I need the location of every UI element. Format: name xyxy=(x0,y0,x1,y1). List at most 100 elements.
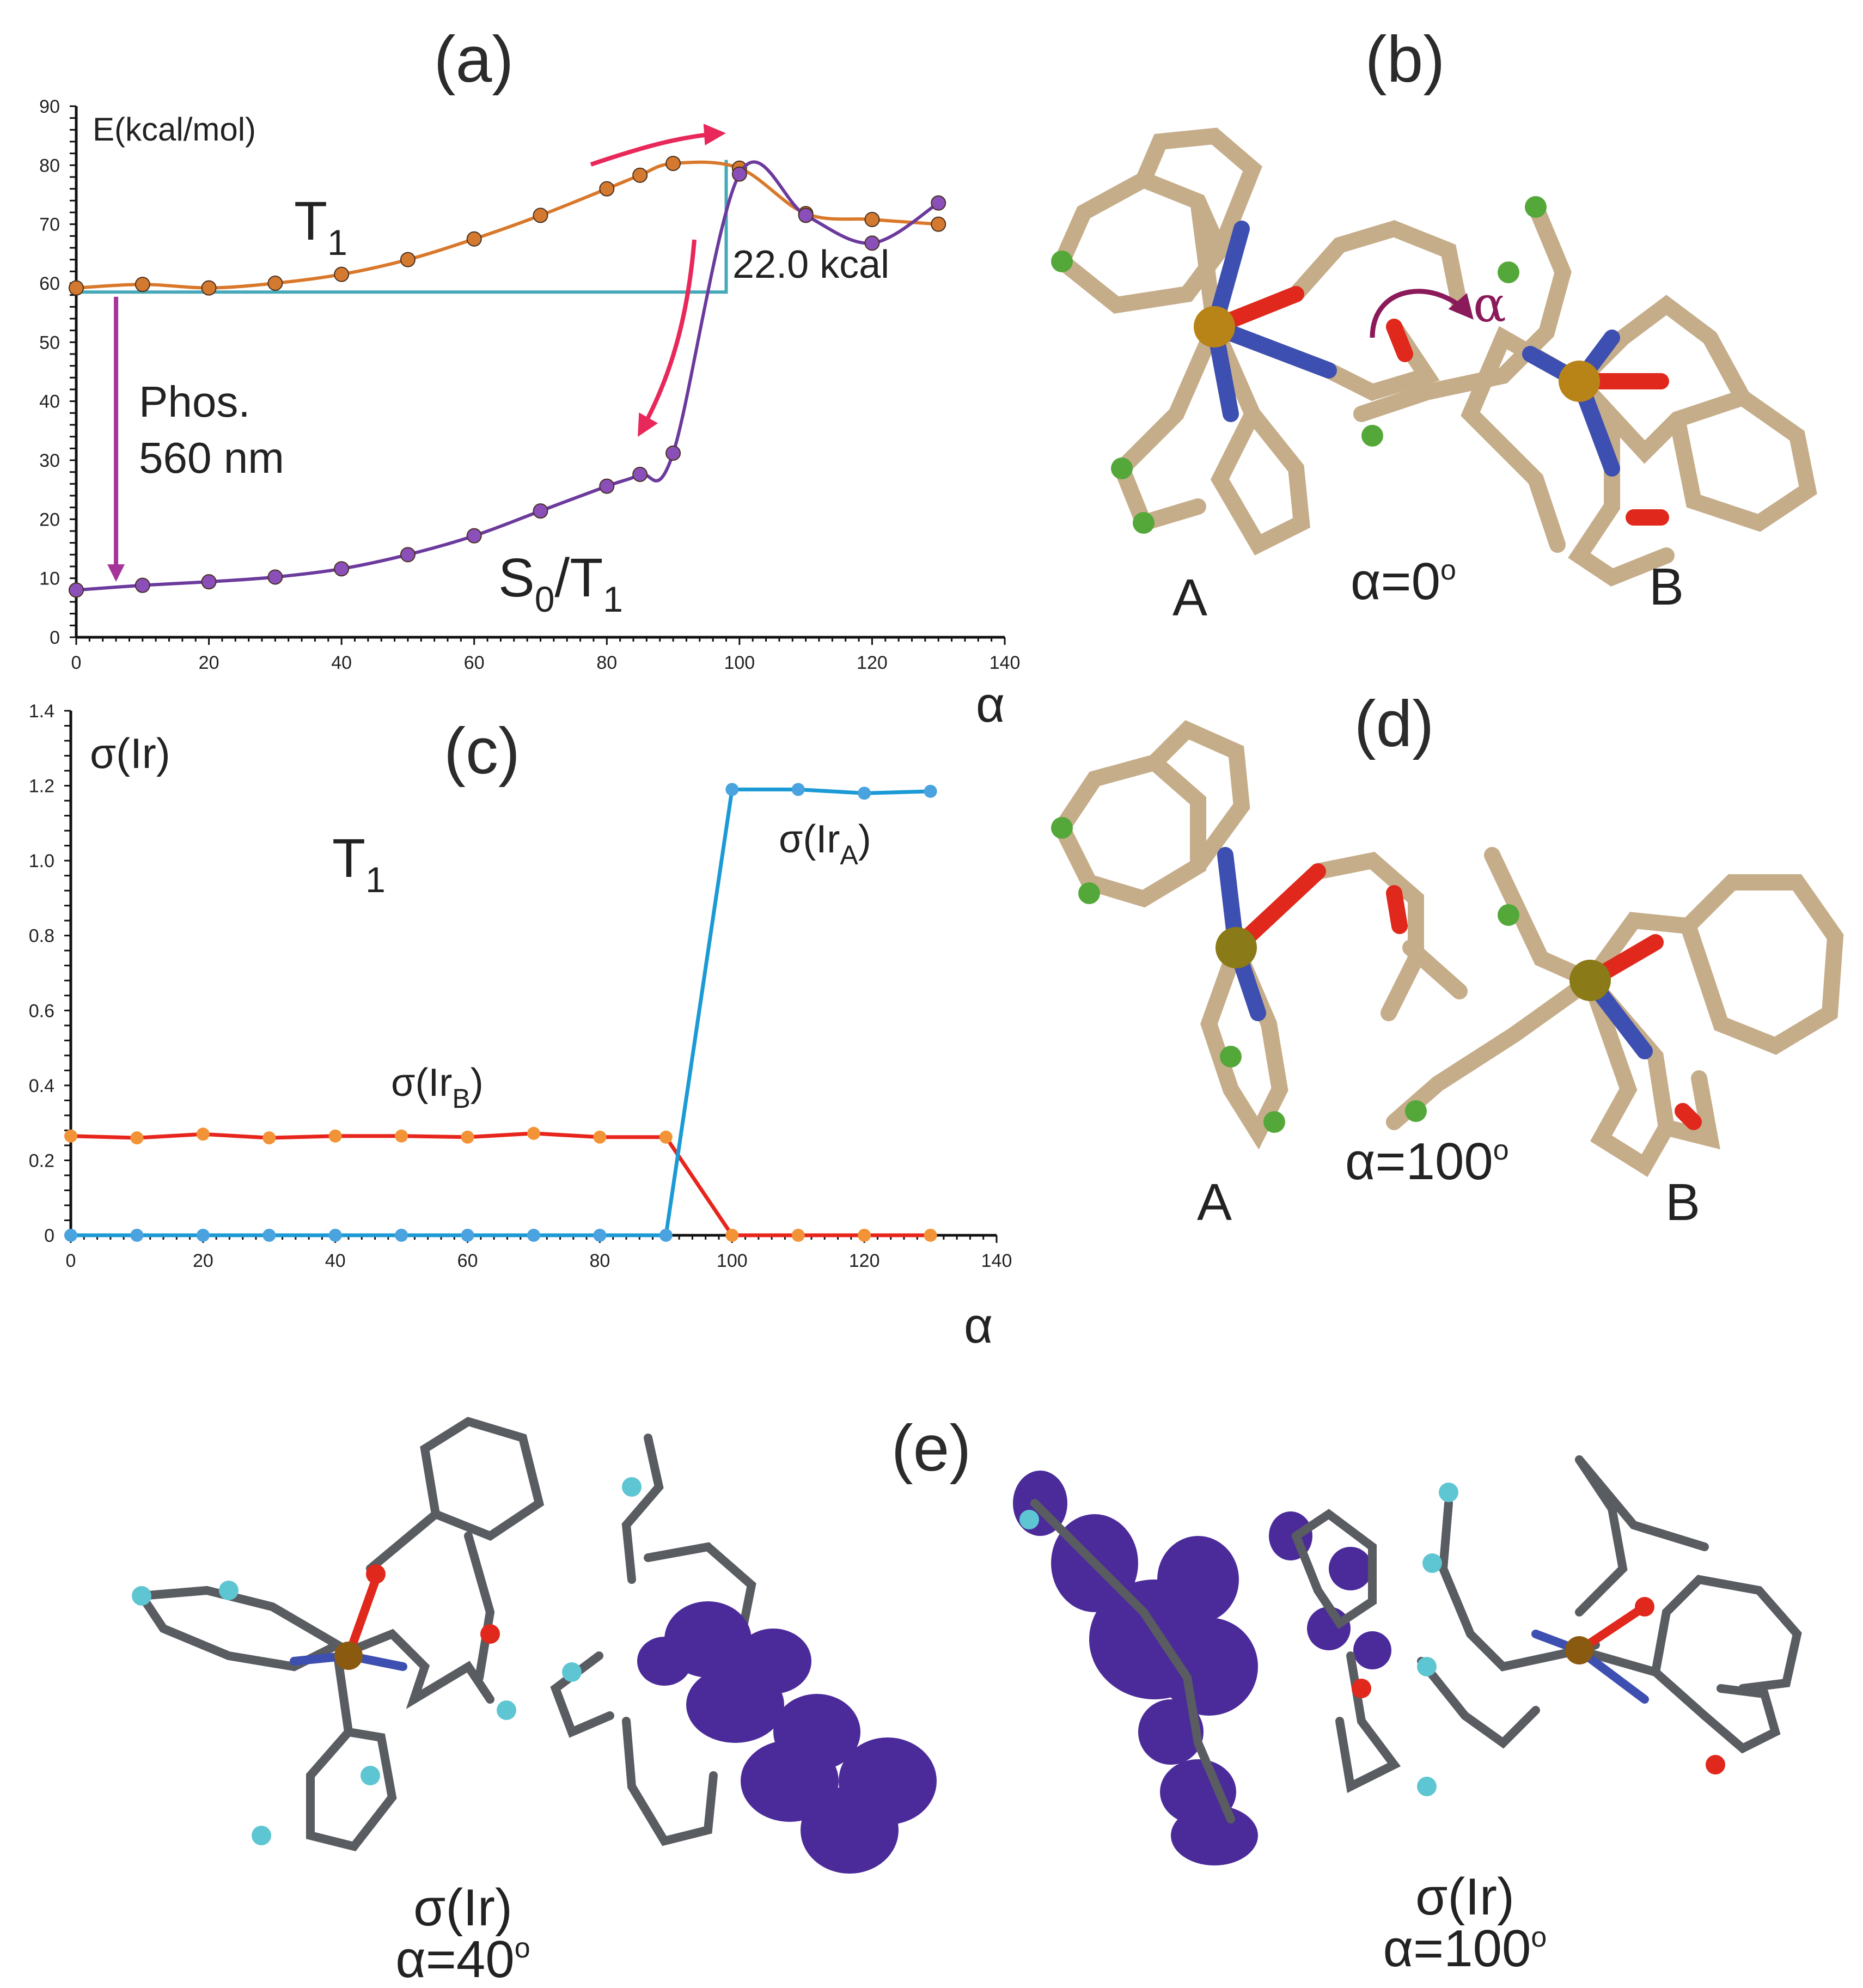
t1-series-line xyxy=(76,160,939,290)
ir-b-point xyxy=(64,1129,77,1143)
energy-y-tick-label: 70 xyxy=(39,215,60,235)
energy-x-tick-label: 0 xyxy=(71,652,82,673)
ir-b-point xyxy=(725,1229,739,1242)
ir-a-point xyxy=(924,784,937,798)
spin-x-tick-label: 120 xyxy=(849,1251,880,1271)
energy-y-tick-label: 80 xyxy=(39,155,60,176)
energy-x-tick-label: 20 xyxy=(199,652,219,673)
energy-y-tick-label: 90 xyxy=(39,96,60,117)
ir-a-point xyxy=(395,1229,408,1242)
ir-a-point xyxy=(196,1229,210,1242)
ir-b-point xyxy=(262,1131,276,1145)
ir-a-series-label: σ(IrA) xyxy=(779,818,871,870)
energy-y-tick-label: 0 xyxy=(50,627,60,648)
spin-y-tick-label: 0 xyxy=(44,1225,54,1246)
energy-x-tick-label: 100 xyxy=(724,652,755,673)
ir-b-point xyxy=(196,1127,210,1141)
spin-x-tick-label: 0 xyxy=(66,1251,76,1271)
ir-b-point xyxy=(527,1126,540,1140)
t1-point xyxy=(69,280,84,296)
energy-y-tick-label: 30 xyxy=(39,450,60,471)
ir-b-point xyxy=(593,1130,607,1144)
ir-a-point xyxy=(527,1229,540,1242)
s0t1-point xyxy=(201,574,217,590)
t1-point xyxy=(665,156,681,172)
ir-a-point xyxy=(725,783,739,796)
rotation-arrow xyxy=(1370,289,1474,338)
energy-chart: 0 20 40 60 80 100 120 140 0 10 20 30 40 50 60 70 80 90 E(… xyxy=(39,96,1020,733)
spin-density-lobes-right xyxy=(1013,1471,1391,1865)
s0t1-series-label: S0/T1 xyxy=(498,547,623,619)
ir-b-point xyxy=(858,1229,871,1242)
spin-x-tick-label: 100 xyxy=(717,1251,748,1271)
s0t1-point xyxy=(69,582,84,598)
angle-label-d: α=100o xyxy=(1345,1132,1509,1191)
s0t1-point xyxy=(798,208,814,223)
t1-point xyxy=(533,208,548,223)
ir-a-point xyxy=(262,1229,276,1242)
energy-x-tick-label: 140 xyxy=(989,652,1021,673)
ir-b-point xyxy=(461,1130,474,1144)
energy-x-axis-label: α xyxy=(976,677,1005,733)
barrier-reference-line xyxy=(76,160,728,294)
molecule-structure-b: α A B α=0o xyxy=(1051,127,1817,627)
spin-density-structures: σ(Ir) α=40o xyxy=(132,1417,1802,1988)
ir-b-point xyxy=(924,1229,937,1242)
energy-y-tick-label: 40 xyxy=(39,392,60,412)
iridium-atom-e-left xyxy=(334,1642,363,1670)
energy-y-tick-label: 60 xyxy=(39,273,60,294)
spin-density-chart: 0 20 40 60 80 100 120 140 0 0.2 0.4 0.6 0.8 1.0 1.2 1.4… xyxy=(29,701,1012,1353)
s0t1-point xyxy=(632,467,648,482)
t1-point xyxy=(864,212,880,227)
s0t1-point xyxy=(665,446,681,461)
t1-point xyxy=(400,252,416,267)
spin-y-tick-label: 1.4 xyxy=(29,701,54,722)
s0t1-point xyxy=(533,503,548,519)
phos-label-line2: 560 nm xyxy=(139,434,284,482)
ir-b-series-label: σ(IrB) xyxy=(391,1061,484,1114)
ir-a-point xyxy=(328,1229,342,1242)
energy-x-tick-label: 80 xyxy=(596,652,617,673)
t1-point xyxy=(466,231,482,247)
s0t1-point xyxy=(135,577,150,593)
t1-point xyxy=(135,277,150,292)
panel-label-c: (c) xyxy=(444,715,520,788)
t1-point xyxy=(632,167,648,183)
ir-a-point xyxy=(64,1229,77,1242)
energy-y-tick-label: 20 xyxy=(39,509,60,530)
spin-x-tick-label: 80 xyxy=(590,1251,610,1271)
energy-y-axis-label: E(kcal/mol) xyxy=(93,111,256,148)
spin-y-tick-label: 0.8 xyxy=(29,926,54,947)
ir-b-point xyxy=(395,1129,408,1143)
spin-y-tick-label: 0.4 xyxy=(29,1076,54,1096)
t1-point xyxy=(334,266,350,282)
ir-a-point xyxy=(461,1229,474,1242)
t1-series-label: T1 xyxy=(294,191,347,263)
iridium-atom-e-right xyxy=(1565,1636,1593,1664)
complex-b-label-b: B xyxy=(1649,558,1684,616)
t1-point xyxy=(931,216,946,232)
ir-a-point xyxy=(791,783,805,796)
barrier-label: 22.0 kcal xyxy=(732,243,889,286)
spin-y-tick-label: 0.6 xyxy=(29,1001,54,1021)
spin-chart-axes: 0 20 40 60 80 100 120 140 0 0.2 0.4 0.6 0.8 1.0 1.2 1.4 xyxy=(29,701,1012,1271)
rotation-symbol: α xyxy=(1473,276,1506,333)
energy-y-tick-label: 10 xyxy=(39,569,60,589)
ir-b-series-line xyxy=(70,1131,931,1237)
spin-y-tick-label: 0.2 xyxy=(29,1150,54,1171)
t1-point xyxy=(599,181,615,197)
spin-x-tick-label: 140 xyxy=(981,1251,1012,1271)
spin-y-axis-label: σ(Ir) xyxy=(90,729,170,777)
spin-density-lobes-left xyxy=(637,1601,937,1874)
spin-x-tick-label: 20 xyxy=(193,1251,213,1271)
iridium-atom-d-b xyxy=(1569,960,1611,1001)
s0t1-point xyxy=(931,195,946,211)
angle-label-b: α=0o xyxy=(1351,552,1456,611)
energy-chart-series xyxy=(69,156,946,598)
energy-x-tick-label: 40 xyxy=(331,652,352,673)
ir-a-series-line xyxy=(71,787,931,1237)
s0t1-series-line xyxy=(76,160,939,592)
angle-label-e-right: α=100o xyxy=(1383,1919,1547,1978)
t1-point xyxy=(201,280,217,296)
ir-b-point xyxy=(659,1130,673,1144)
